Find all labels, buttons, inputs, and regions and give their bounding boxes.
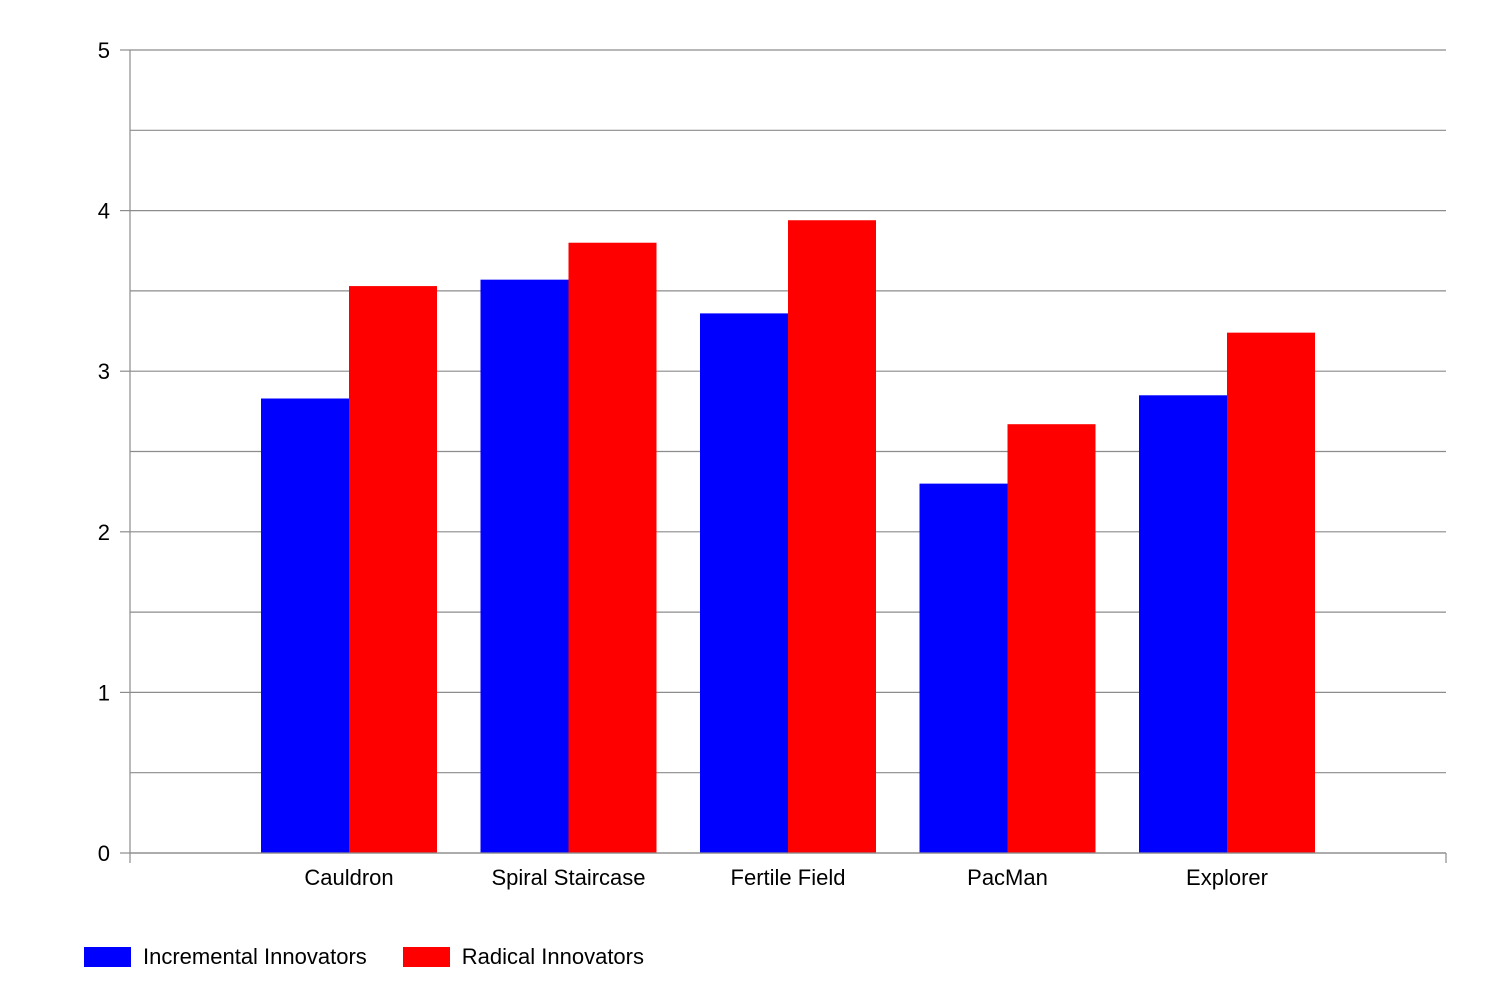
y-tick-label: 1 [98, 680, 110, 705]
x-tick-label: Spiral Staircase [491, 865, 645, 890]
bar-chart: 0 1 2 3 4 5 Cauldron Spiral Staircase Fertile Fi… [98, 38, 1447, 890]
legend: Incremental Innovators Radical Innovator… [84, 944, 680, 970]
legend-label-radical: Radical Innovators [461, 944, 644, 969]
bar-radical [788, 220, 876, 854]
legend-swatch-incremental [84, 947, 131, 967]
legend-item-radical: Radical Innovators [402, 944, 644, 970]
legend-swatch-radical [402, 947, 450, 967]
bar-incremental [261, 398, 349, 853]
bar-incremental [700, 313, 788, 853]
x-tick-label: Fertile Field [731, 865, 846, 890]
bars [261, 220, 1315, 854]
bar-radical [568, 242, 657, 854]
bar-incremental [480, 279, 569, 854]
y-tick-label: 0 [98, 841, 110, 866]
x-tick-label: PacMan [967, 865, 1048, 890]
bar-radical [349, 286, 437, 853]
bar-radical [1007, 424, 1096, 853]
y-tick-label: 3 [98, 359, 110, 384]
y-tick-label: 5 [98, 38, 110, 63]
y-tick-label: 2 [98, 520, 110, 545]
tick-labels: 0 1 2 3 4 5 Cauldron Spiral Staircase Fertile Fi… [98, 38, 1268, 890]
bar-incremental [919, 483, 1008, 853]
bar-radical [1227, 332, 1315, 853]
legend-label-incremental: Incremental Innovators [143, 944, 367, 969]
bar-incremental [1139, 395, 1227, 853]
x-tick-label: Explorer [1186, 865, 1268, 890]
legend-item-incremental: Incremental Innovators [84, 944, 367, 970]
x-tick-label: Cauldron [304, 865, 393, 890]
axes [120, 49, 1447, 863]
y-tick-label: 4 [98, 199, 110, 224]
